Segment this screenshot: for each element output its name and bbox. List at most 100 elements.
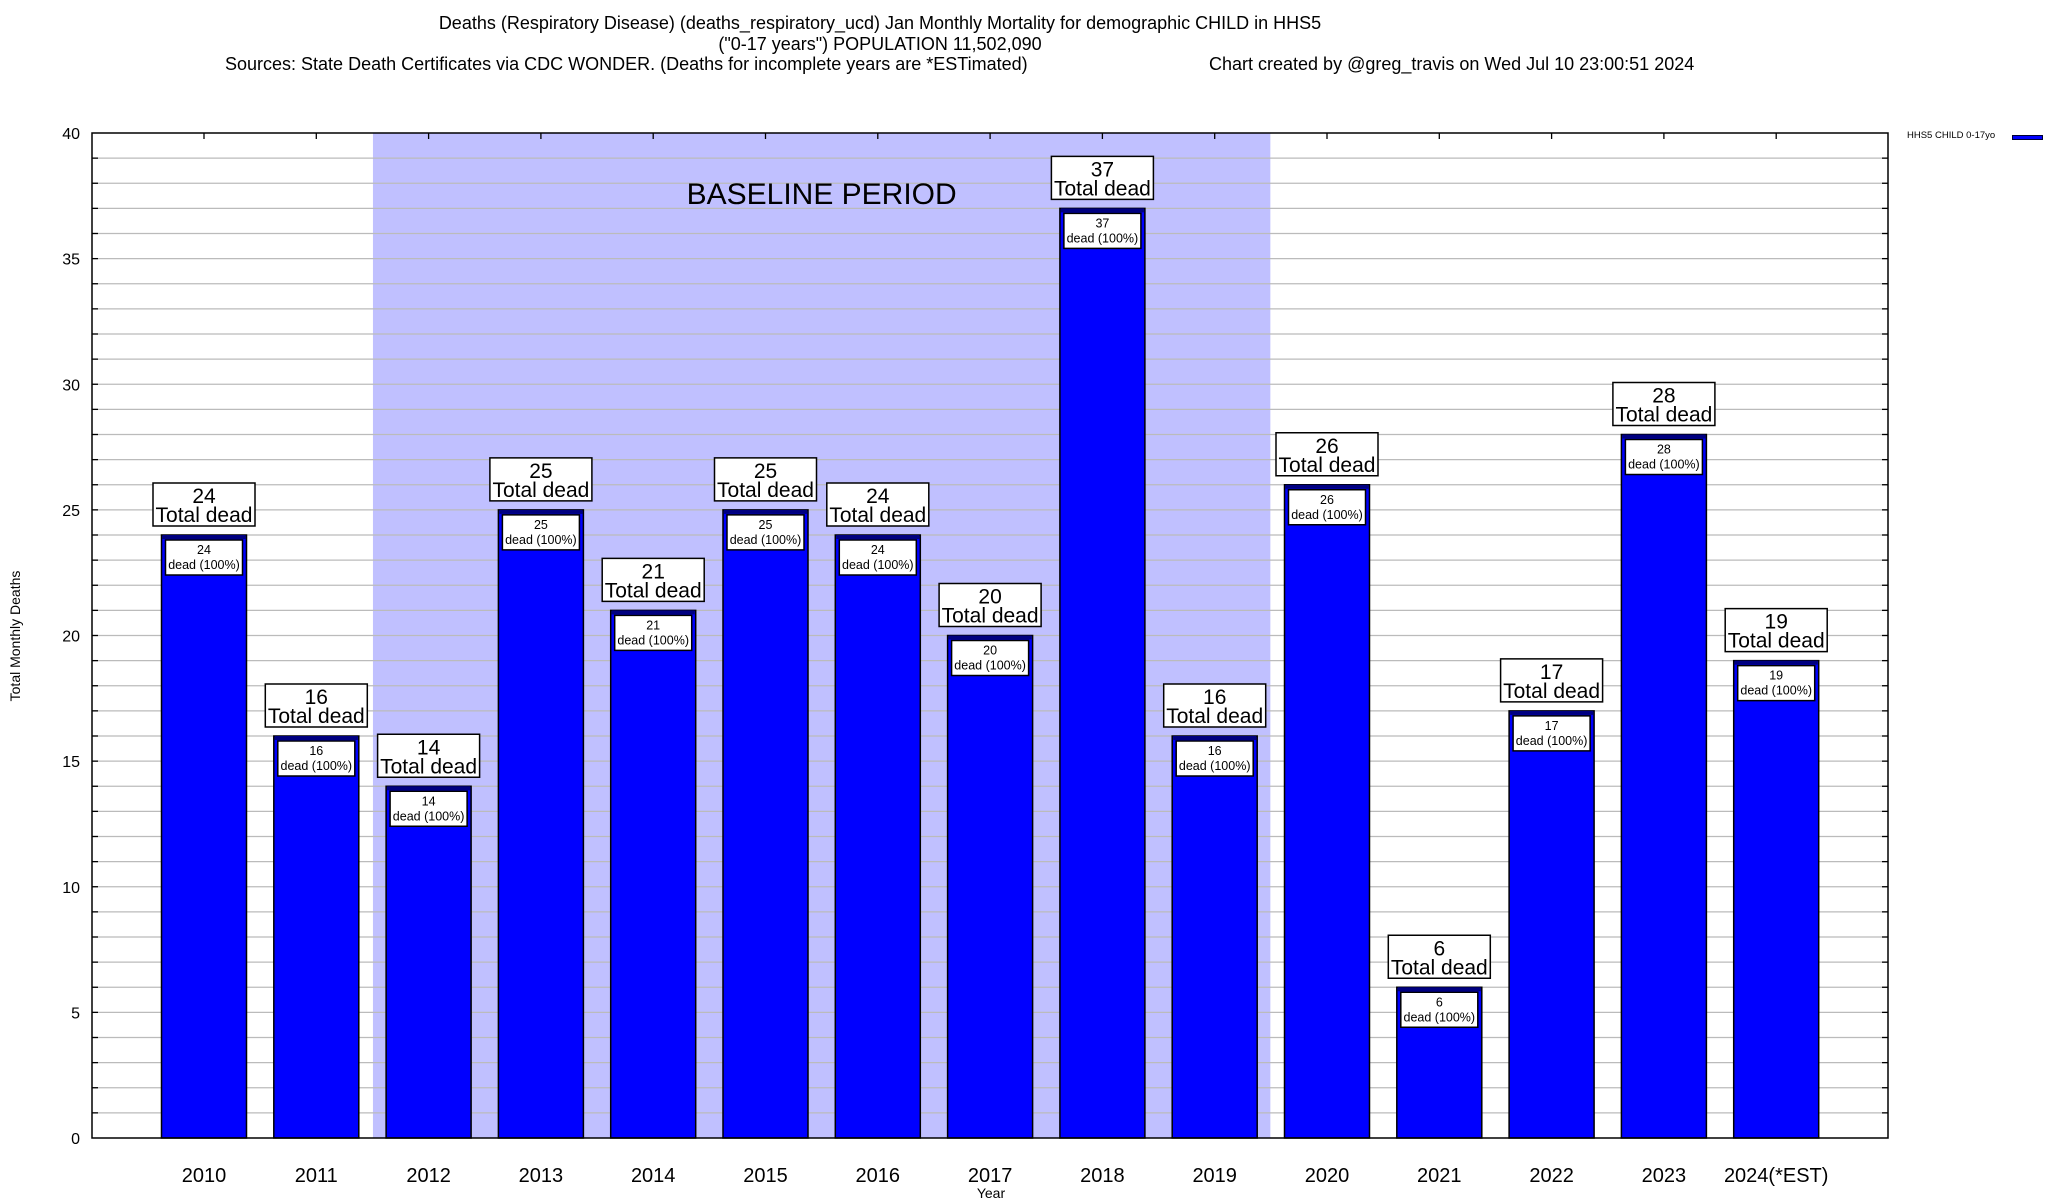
legend-swatch [2012,135,2043,140]
total-label-text: Total dead [1166,705,1263,728]
total-label-value: 17 [1540,661,1563,684]
total-label-text: Total dead [942,605,1039,628]
bar [273,735,360,1139]
total-label-text: Total dead [717,479,814,502]
bar-top-edge [1397,987,1481,992]
inner-label-text: dead (100%) [1516,734,1588,748]
bar-top-edge [1734,660,1818,665]
total-label-value: 16 [1203,686,1226,709]
bar [1508,710,1595,1139]
total-label-box [826,482,930,527]
inner-label-box [501,514,581,551]
bar-top-edge [1622,434,1706,439]
inner-label-value: 20 [983,644,997,658]
inner-label-box [1736,664,1816,702]
total-label-box [376,733,481,778]
inner-label-box [1175,740,1254,777]
y-tick-label: 10 [62,880,80,897]
total-label-value: 37 [1091,158,1114,181]
x-tick-label: 2020 [1305,1165,1350,1187]
inner-label-text: dead (100%) [954,659,1026,673]
inner-label-text: dead (100%) [1291,508,1363,522]
inner-label-value: 16 [1208,744,1222,758]
inner-label-text: dead (100%) [1067,231,1139,245]
y-tick-label: 0 [71,1131,80,1148]
x-tick-label: 2017 [968,1165,1013,1187]
inner-label-text: dead (100%) [393,809,465,823]
bar-top-edge [948,635,1032,640]
total-label-box [1724,607,1828,653]
inner-label-value: 25 [759,518,773,532]
y-tick-label: 35 [62,252,80,269]
total-label-text: Total dead [1279,454,1376,477]
bar-top-edge [162,535,246,539]
chart-credit: Chart created by @greg_travis on Wed Jul… [1209,54,1695,74]
bar-top-edge [1060,208,1144,213]
total-label-text: Total dead [1054,177,1151,200]
inner-label-text: dead (100%) [730,533,802,547]
bar [609,609,697,1139]
bar [946,634,1034,1139]
total-label-text: Total dead [268,705,365,728]
inner-label-box [389,790,468,827]
total-label-text: Total dead [156,504,253,527]
total-label-box [1612,381,1716,427]
total-label-value: 6 [1433,937,1445,960]
x-tick-label: 2024(*EST) [1724,1165,1829,1187]
bar-top-edge [611,610,695,615]
bar [1171,735,1258,1139]
inner-label-value: 6 [1436,995,1443,1009]
x-axis-label: Year [977,1185,1006,1200]
inner-label-text: dead (100%) [617,633,689,647]
total-label-text: Total dead [1503,680,1600,703]
total-label-text: Total dead [829,504,926,527]
inner-label-value: 21 [646,618,660,632]
inner-label-value: 37 [1095,216,1109,230]
y-tick-label: 40 [62,126,80,143]
inner-label-text: dead (100%) [1628,458,1700,472]
x-tick-label: 2013 [519,1165,564,1187]
inner-label-value: 28 [1657,443,1671,457]
inner-label-text: dead (100%) [1179,759,1251,773]
bar [385,785,472,1139]
inner-label-value: 14 [422,794,436,808]
x-tick-label: 2022 [1529,1165,1574,1187]
inner-label-box [1063,212,1142,250]
bar-top-edge [1173,736,1257,740]
inner-label-text: dead (100%) [1404,1010,1476,1024]
total-label-value: 26 [1315,435,1338,458]
x-tick-label: 2021 [1417,1165,1462,1187]
inner-label-box [277,740,356,777]
total-label-text: Total dead [380,755,477,778]
total-label-value: 24 [866,485,890,508]
y-tick-label: 25 [62,503,80,520]
x-tick-label: 2014 [631,1165,676,1187]
inner-label-box [950,639,1030,677]
bar [1620,433,1708,1139]
inner-label-value: 19 [1769,669,1783,683]
inner-label-text: dead (100%) [842,558,914,572]
inner-label-text: dead (100%) [505,533,577,547]
total-label-box [264,683,369,728]
inner-label-box [164,539,244,576]
inner-label-box [1400,991,1479,1028]
plot-frame [91,132,1889,1139]
inner-label-box [613,614,693,652]
bar [722,509,809,1139]
total-label-value: 25 [529,460,552,483]
bar-top-edge [1285,484,1369,489]
chart-title-line1: Deaths (Respiratory Disease) (deaths_res… [438,13,1322,33]
inner-label-box [1512,715,1591,752]
inner-label-text: dead (100%) [1740,684,1812,698]
bar [1059,207,1146,1139]
total-label-text: Total dead [605,579,702,602]
total-label-box [1050,155,1155,201]
inner-label-value: 24 [197,543,211,557]
bar-top-edge [836,535,920,539]
inner-label-value: 16 [309,744,323,758]
inner-label-text: dead (100%) [281,759,353,773]
total-label-box [1275,432,1379,477]
bar [497,509,585,1139]
bar [1283,484,1371,1139]
